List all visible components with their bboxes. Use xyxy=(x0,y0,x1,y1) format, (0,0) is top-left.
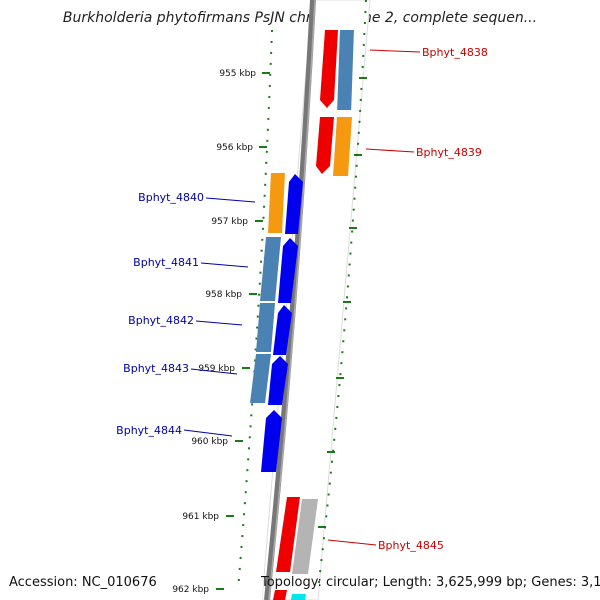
right-dotted-guide xyxy=(317,0,367,591)
red-feature xyxy=(273,590,287,600)
kbp-tick-label: 960 kbp xyxy=(191,437,228,447)
gene-bar xyxy=(292,499,318,574)
gene-bar xyxy=(250,354,271,403)
gene-label-bphyt-4843[interactable]: Bphyt_4843 xyxy=(123,362,189,375)
accession-text: Accession: NC_010676 xyxy=(9,575,157,590)
kbp-tick-label: 962 kbp xyxy=(172,585,209,595)
genome-backbone-highlight xyxy=(268,0,316,600)
gene-label-bphyt-4839[interactable]: Bphyt_4839 xyxy=(416,146,482,159)
gene-bphyt-4839-features xyxy=(316,117,352,176)
gene-bar xyxy=(333,117,352,176)
gene-bar xyxy=(260,237,281,301)
cds-arrow xyxy=(316,117,334,174)
kbp-tick-label: 959 kbp xyxy=(198,364,235,374)
gene-bphyt-4843-features xyxy=(250,354,288,405)
kbp-tick-label: 957 kbp xyxy=(211,217,248,227)
cds-arrow xyxy=(276,497,300,572)
gene-label-bphyt-4845[interactable]: Bphyt_4845 xyxy=(378,539,444,552)
kbp-tick-label: 961 kbp xyxy=(182,512,219,522)
cds-arrow xyxy=(261,410,282,472)
gene-bar xyxy=(256,303,275,352)
right-minor-ticks xyxy=(318,77,367,528)
gene-label-bphyt-4842[interactable]: Bphyt_4842 xyxy=(128,314,194,327)
gene-bphyt-4845-features xyxy=(273,497,318,600)
gene-label-bphyt-4840[interactable]: Bphyt_4840 xyxy=(138,191,204,204)
label-callout-lines xyxy=(183,49,421,546)
gene-bphyt-4841-features xyxy=(260,237,298,303)
gene-bphyt-4844-features xyxy=(261,410,282,472)
left-dotted-guide xyxy=(237,29,273,591)
kbp-tick-marks xyxy=(216,72,270,590)
gene-bphyt-4838-features xyxy=(320,30,354,110)
kbp-tick-label: 958 kbp xyxy=(205,290,242,300)
cds-arrow xyxy=(268,356,288,405)
gene-bphyt-4840-features xyxy=(268,173,303,234)
gene-label-bphyt-4838[interactable]: Bphyt_4838 xyxy=(422,46,488,59)
cds-arrow xyxy=(278,238,298,303)
cyan-feature xyxy=(291,594,306,600)
map-title: Burkholderia phytofirmans PsJN chromosom… xyxy=(62,10,538,26)
topology-info-text: Topology: circular; Length: 3,625,999 bp… xyxy=(261,575,600,590)
cds-arrow xyxy=(320,30,338,108)
gene-bar xyxy=(337,30,354,110)
gene-label-bphyt-4841[interactable]: Bphyt_4841 xyxy=(133,256,199,269)
cds-arrow xyxy=(273,305,292,355)
cds-arrow xyxy=(285,174,303,234)
gene-label-bphyt-4844[interactable]: Bphyt_4844 xyxy=(116,424,182,437)
kbp-tick-label: 955 kbp xyxy=(219,69,256,79)
gene-bphyt-4842-features xyxy=(256,303,292,355)
gene-bar xyxy=(268,173,285,233)
genome-backbone xyxy=(264,0,316,600)
kbp-tick-label: 956 kbp xyxy=(216,143,253,153)
